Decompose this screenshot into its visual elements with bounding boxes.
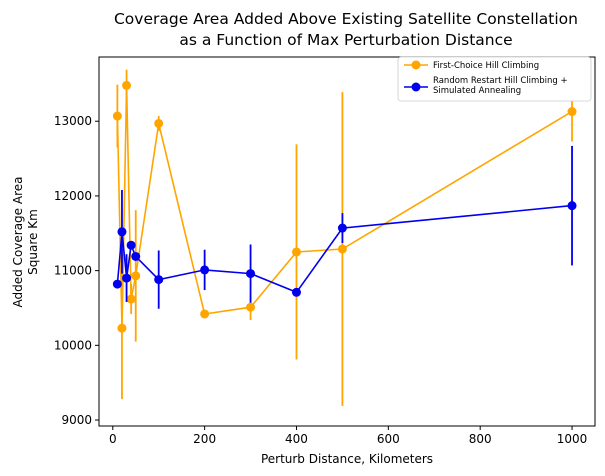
legend-marker-random-restart: [411, 82, 421, 92]
series-random-restart-simulated-annealing: [112, 145, 577, 309]
legend-marker-first-choice: [411, 60, 421, 70]
axis-ticks: 0 200 400 600 800 1000 9000 10000 11000 12000 1300…: [54, 114, 587, 446]
y-axis-label-line-2: Square Km: [26, 209, 40, 275]
data-point: [131, 271, 141, 281]
data-point: [291, 247, 301, 257]
data-point: [126, 294, 136, 304]
x-tick-label: 1000: [557, 432, 588, 446]
legend-label-random-restart-line-2: Simulated Annealing: [433, 86, 521, 96]
y-tick-label: 9000: [61, 413, 92, 427]
y-tick-label: 13000: [54, 114, 92, 128]
data-point: [246, 269, 256, 279]
legend-label-random-restart: Random Restart Hill Climbing + Simulated…: [433, 76, 570, 96]
legend: First-Choice Hill Climbing Random Restar…: [397, 56, 592, 102]
data-point: [291, 287, 301, 297]
data-point: [112, 279, 122, 289]
y-tick-label: 10000: [54, 338, 92, 352]
series-line: [116, 85, 573, 329]
x-tick-label: 800: [469, 432, 492, 446]
chart-title-line-1: Coverage Area Added Above Existing Satel…: [114, 10, 578, 28]
legend-label-first-choice: First-Choice Hill Climbing: [433, 61, 539, 71]
x-tick-label: 600: [377, 432, 400, 446]
data-point: [117, 227, 127, 237]
x-tick-label: 200: [193, 432, 216, 446]
data-point: [112, 111, 122, 121]
data-point: [246, 302, 256, 312]
data-point: [154, 275, 164, 285]
data-point: [126, 240, 136, 250]
x-tick-label: 400: [285, 432, 308, 446]
data-point: [337, 223, 347, 233]
data-point: [200, 265, 210, 275]
y-axis-label-line-1: Added Coverage Area: [11, 177, 25, 308]
x-tick-label: 0: [109, 432, 117, 446]
series-first-choice-hill-climbing: [112, 69, 577, 406]
data-point: [154, 118, 164, 128]
legend-box: [397, 56, 592, 102]
data-point: [122, 273, 132, 283]
y-tick-label: 11000: [54, 264, 92, 278]
data-point: [567, 201, 577, 211]
data-point: [131, 251, 141, 261]
data-point: [122, 80, 132, 90]
data-point: [567, 107, 577, 117]
data-point: [200, 309, 210, 319]
plot-area: [112, 69, 577, 406]
y-tick-label: 12000: [54, 189, 92, 203]
legend-label-random-restart-line-1: Random Restart Hill Climbing +: [433, 76, 568, 86]
data-point: [117, 323, 127, 333]
plot-frame: [98, 56, 596, 427]
chart-title-line-2: as a Function of Max Perturbation Distan…: [179, 31, 512, 49]
data-point: [337, 244, 347, 254]
x-axis-label: Perturb Distance, Kilometers: [261, 452, 433, 466]
